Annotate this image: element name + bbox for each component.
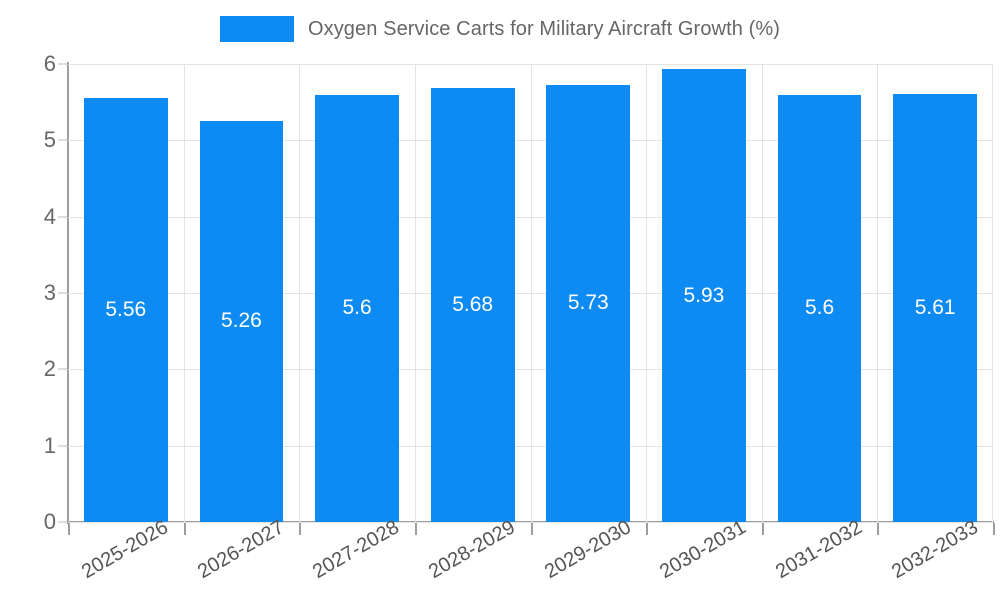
x-axis-tick-mark	[68, 523, 70, 535]
bar-value-label: 5.61	[914, 295, 956, 319]
bar[interactable]: 5.56	[83, 97, 168, 522]
gridline-vertical	[184, 64, 185, 522]
x-axis-tick-label: 2030-2031	[656, 516, 751, 584]
y-axis-tick-mark	[58, 368, 67, 370]
gridline-vertical	[531, 64, 532, 522]
gridline-vertical	[415, 64, 416, 522]
gridline-vertical	[762, 64, 763, 522]
x-axis-tick-mark	[877, 523, 879, 535]
y-axis-tick-label: 5	[43, 127, 56, 153]
x-axis-tick-mark	[993, 523, 995, 535]
y-axis-tick-label: 1	[43, 432, 56, 458]
bar-value-label: 5.56	[105, 297, 147, 321]
y-axis-tick-label: 0	[43, 509, 56, 534]
gridline-horizontal	[68, 140, 993, 142]
y-axis-tick-mark	[58, 139, 67, 141]
bar[interactable]: 5.68	[430, 88, 515, 522]
x-axis-tick-label: 2029-2030	[540, 516, 635, 584]
bar-value-label: 5.26	[220, 309, 262, 333]
x-axis-tick-mark	[762, 523, 764, 535]
bar-value-label: 5.73	[567, 291, 609, 315]
x-axis-tick-mark	[415, 523, 417, 535]
bar-value-label: 5.68	[452, 293, 494, 317]
y-axis-tick-mark	[58, 63, 67, 65]
y-axis-tick-mark	[58, 292, 67, 294]
x-axis-tick-mark	[531, 523, 533, 535]
x-axis-tick-label: 2031-2032	[771, 516, 866, 584]
y-axis-tick-mark	[58, 216, 67, 218]
gridline-vertical	[992, 64, 993, 522]
bar-value-label: 5.6	[804, 296, 835, 320]
gridline-horizontal	[68, 64, 993, 65]
x-axis-tick-label: 2027-2028	[309, 516, 404, 584]
y-axis-tick-label: 2	[43, 356, 56, 382]
x-axis-tick-label: 2026-2027	[193, 516, 288, 584]
bar-value-label: 5.93	[683, 283, 725, 307]
bar[interactable]: 5.6	[777, 94, 862, 522]
bar[interactable]: 5.26	[199, 120, 284, 522]
gridline-horizontal	[68, 369, 993, 371]
x-axis-tick-label: 2028-2029	[425, 516, 519, 584]
bar-value-label: 5.6	[342, 296, 372, 320]
gridline-vertical	[299, 64, 300, 522]
gridline-horizontal	[68, 522, 993, 523]
x-axis-tick-mark	[299, 523, 301, 535]
gridline-horizontal	[68, 445, 993, 447]
legend-color-swatch[interactable]	[219, 16, 294, 42]
bar[interactable]: 5.93	[662, 69, 746, 522]
bar[interactable]: 5.73	[546, 84, 631, 522]
y-axis-tick-mark	[58, 521, 67, 523]
legend-label[interactable]: Oxygen Service Carts for Military Aircra…	[307, 17, 781, 40]
y-axis-tick-mark	[58, 445, 67, 447]
gridline-horizontal	[68, 216, 993, 218]
gridline-horizontal	[68, 293, 993, 294]
x-axis-tick-label: 2025-2026	[78, 516, 173, 584]
x-axis-tick-label: 2032-2033	[887, 516, 982, 584]
chart-legend: Oxygen Service Carts for Military Aircra…	[0, 12, 1000, 46]
x-axis-tick-mark	[184, 523, 186, 535]
gridline-vertical	[646, 64, 647, 522]
plot-area: 5.56 5.26 5.6 5.68 5.73 5.93 5.6 5.61	[68, 64, 993, 523]
bar[interactable]: 5.6	[315, 94, 399, 522]
y-axis-tick-label: 6	[43, 51, 56, 76]
bar[interactable]: 5.61	[893, 93, 978, 522]
gridline-vertical	[877, 64, 878, 522]
y-axis-tick-label: 4	[43, 203, 56, 229]
y-axis-tick-label: 3	[43, 280, 56, 305]
x-axis-tick-mark	[646, 523, 648, 535]
